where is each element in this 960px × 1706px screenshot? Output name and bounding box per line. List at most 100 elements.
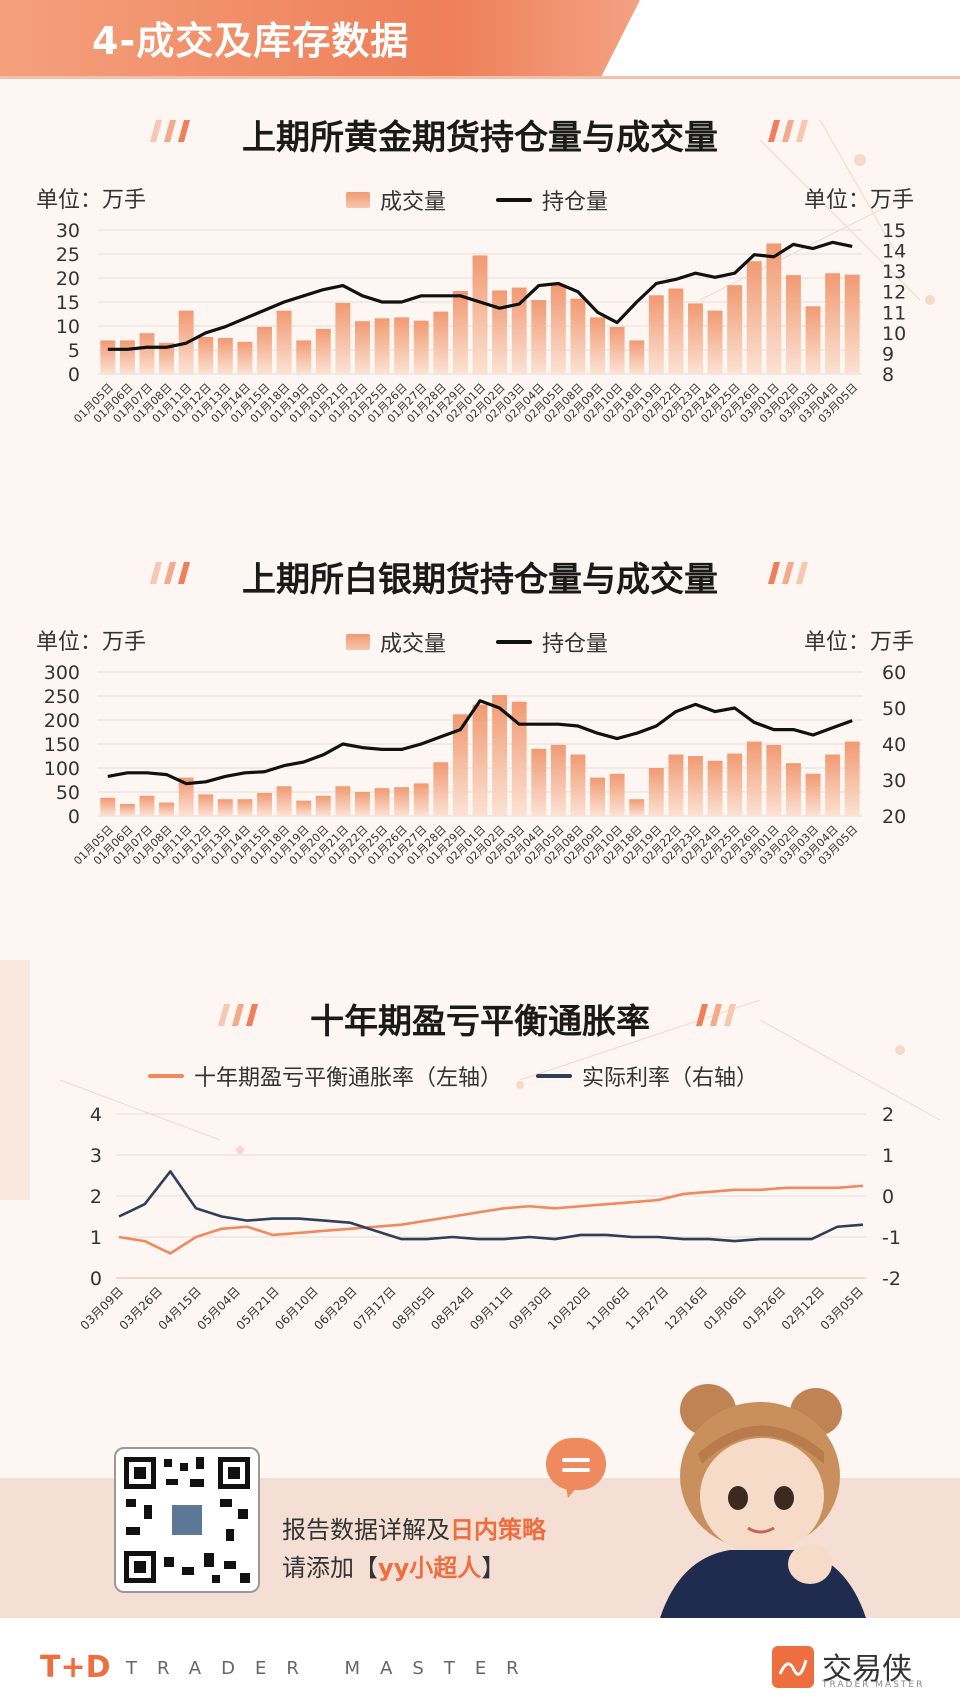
qr-code-icon — [124, 1457, 250, 1583]
y-tick-left: 4 — [90, 1104, 102, 1126]
y-tick-right: 0 — [882, 1186, 894, 1208]
volume-bar — [355, 792, 370, 816]
volume-bar — [550, 284, 566, 374]
brand-name: 交易侠 — [822, 1652, 912, 1687]
volume-bar — [766, 744, 782, 816]
legend-bar-swatch — [346, 634, 370, 650]
volume-bar — [374, 318, 390, 374]
volume-bar — [198, 794, 214, 816]
volume-bar — [746, 741, 762, 816]
silver-legend: 成交量 持仓量 — [346, 626, 608, 658]
y-tick-left: 300 — [44, 662, 80, 684]
volume-bar — [217, 338, 233, 374]
volume-bar — [394, 787, 410, 816]
volume-bar — [609, 326, 625, 374]
legend-orange-swatch — [148, 1074, 184, 1078]
page-title: 4-成交及库存数据 — [92, 19, 410, 63]
silver-chart-title: 上期所白银期货持仓量与成交量 — [242, 560, 718, 600]
gold-unit-right: 单位：万手 — [804, 188, 915, 213]
volume-bar — [844, 274, 860, 374]
volume-bar — [492, 290, 508, 374]
title-slash-right-icon — [696, 1004, 736, 1026]
volume-bar — [119, 804, 135, 816]
volume-bar — [139, 795, 155, 816]
volume-bar — [178, 777, 194, 816]
volume-bar — [257, 792, 272, 816]
volume-bar — [296, 340, 312, 374]
volume-bar — [100, 797, 116, 816]
y-tick-right: 60 — [882, 662, 906, 684]
volume-bar — [315, 795, 331, 816]
y-tick-left: 100 — [44, 758, 80, 780]
y-tick-right: 8 — [882, 364, 894, 386]
volume-bar — [394, 317, 410, 374]
open-interest-line — [107, 699, 853, 786]
y-tick-right: 1 — [882, 1145, 894, 1167]
y-tick-left: 150 — [44, 734, 80, 756]
silver-legend-bar-label: 成交量 — [380, 632, 447, 657]
y-tick-left: 3 — [90, 1145, 102, 1167]
x-tick-label: 03月05日 — [818, 1284, 866, 1332]
volume-bar — [825, 754, 841, 816]
volume-bar — [433, 762, 449, 816]
title-slash-left-icon — [218, 1004, 258, 1026]
y-tick-left: 5 — [68, 340, 80, 362]
volume-bar — [766, 243, 782, 374]
promo-line2-suffix: 】 — [481, 1554, 506, 1582]
volume-bar — [531, 748, 547, 816]
promo-line2-highlight: yy小超人 — [378, 1554, 482, 1582]
y-tick-right: 10 — [882, 323, 906, 345]
volume-bar — [452, 714, 468, 816]
volume-bar — [668, 754, 684, 816]
volume-bar — [668, 288, 684, 374]
y-tick-left: 200 — [44, 710, 80, 732]
y-tick-right: 2 — [882, 1104, 894, 1126]
volume-bar — [472, 255, 488, 374]
y-tick-right: 15 — [882, 220, 906, 242]
td-logo: T+D — [40, 1650, 111, 1685]
promo-line1-highlight: 日内策略 — [450, 1516, 546, 1544]
volume-bar — [844, 741, 860, 816]
volume-bar — [785, 275, 801, 374]
y-tick-left: 50 — [56, 782, 80, 804]
volume-bar — [355, 321, 370, 374]
breakeven-chart-title: 十年期盈亏平衡通胀率 — [310, 1002, 650, 1042]
volume-bar — [413, 783, 429, 816]
silver-unit-left: 单位：万手 — [36, 630, 147, 655]
volume-bar — [531, 300, 547, 374]
qr-code[interactable] — [114, 1447, 260, 1593]
volume-bar — [629, 799, 645, 816]
volume-bar — [217, 799, 233, 816]
volume-bar — [688, 756, 703, 816]
volume-bar — [296, 800, 312, 816]
volume-bar — [492, 695, 508, 816]
volume-bar — [805, 306, 821, 374]
y-tick-right: 11 — [882, 302, 906, 324]
volume-bar — [609, 773, 625, 816]
y-tick-left: 15 — [56, 292, 80, 314]
y-tick-left: 250 — [44, 686, 80, 708]
volume-bar — [237, 341, 253, 374]
silver-unit-right: 单位：万手 — [804, 630, 915, 655]
brand-subtitle: TRADER MASTER — [822, 1680, 925, 1690]
silver-chart-section: 上期所白银期货持仓量与成交量 单位：万手 单位：万手 成交量 持仓量 0 50 10… — [0, 552, 960, 942]
volume-bar — [452, 290, 468, 374]
silver-legend-line-label: 持仓量 — [542, 632, 609, 657]
open-interest-line — [107, 240, 853, 351]
volume-bar — [570, 754, 586, 816]
brand-logo-icon — [772, 1646, 814, 1688]
promo-line-2: 请添加【yy小超人】 — [282, 1548, 505, 1583]
volume-bar — [276, 786, 292, 816]
breakeven-chart-section: 十年期盈亏平衡通胀率 十年期盈亏平衡通胀率（左轴） 实际利率（右轴） 0 1 2 3 4… — [0, 994, 960, 1364]
y-tick-left: 1 — [90, 1227, 102, 1249]
legend-line-swatch — [496, 640, 533, 644]
volume-bar — [511, 287, 527, 374]
gold-legend-bar-label: 成交量 — [380, 190, 447, 215]
volume-bar — [315, 328, 331, 374]
volume-bar — [433, 311, 449, 374]
volume-bar — [159, 342, 175, 374]
promo-line2-prefix: 请添加【 — [282, 1554, 378, 1582]
promo-line-1: 报告数据详解及日内策略 — [282, 1510, 546, 1545]
volume-bar — [648, 768, 664, 816]
y-tick-left: 20 — [56, 268, 80, 290]
